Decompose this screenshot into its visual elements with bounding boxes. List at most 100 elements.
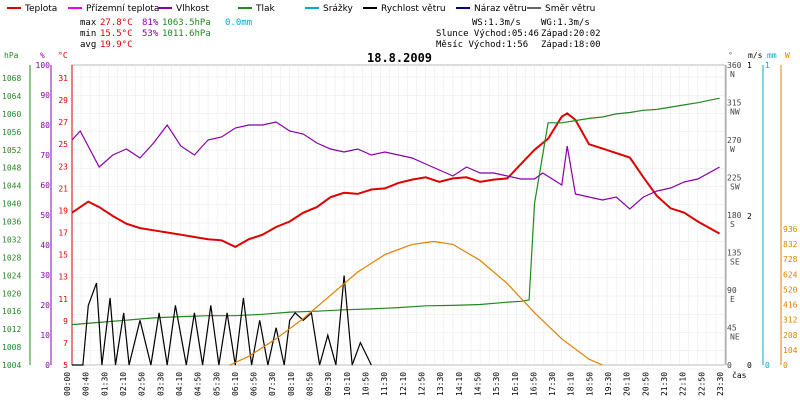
- dir-tick-label: SE: [730, 258, 740, 267]
- w-tick: 0: [783, 361, 788, 370]
- legend-label-1: Přízemní teplota: [86, 4, 159, 14]
- x-tick: 10:10: [343, 372, 352, 396]
- legend-label-3: Tlak: [255, 4, 276, 14]
- legend-label-5: Rychlost větru: [381, 4, 446, 14]
- x-tick: 16:10: [511, 372, 520, 396]
- x-tick: 01:30: [100, 372, 109, 396]
- dir-tick: 180: [727, 211, 742, 220]
- x-tick: 22:50: [697, 372, 706, 396]
- x-tick: 22:10: [679, 372, 688, 396]
- c-tick: 7: [63, 339, 68, 348]
- grid: [71, 65, 726, 370]
- ms-tick: 1: [747, 61, 752, 70]
- hpa-tick: 1060: [2, 110, 21, 119]
- x-tick: 16:50: [529, 372, 538, 396]
- legend-label-4: Srážky: [323, 4, 354, 14]
- ms-tick: 2: [747, 212, 752, 221]
- series-3-line: [72, 275, 372, 366]
- hpa-tick: 1024: [2, 271, 21, 280]
- c-tick: 15: [58, 251, 68, 260]
- mm-tick: 1: [765, 61, 770, 70]
- stat-min-press: 1011.6hPa: [162, 29, 211, 39]
- ms-tick: 0: [747, 361, 752, 370]
- c-tick: 27: [58, 118, 68, 127]
- series-layer: [71, 97, 721, 366]
- x-tick: 07:30: [268, 372, 277, 396]
- dir-tick: 270: [727, 136, 742, 145]
- dir-tick: 90: [727, 286, 737, 295]
- c-tick: 19: [58, 206, 68, 215]
- hpa-tick: 1048: [2, 164, 21, 173]
- dir-tick: 315: [727, 99, 742, 108]
- dir-tick-label: NW: [730, 108, 740, 117]
- dir-tick: 225: [727, 174, 742, 183]
- w-tick: 208: [783, 331, 798, 340]
- axis-hpa-label: hPa: [4, 51, 19, 60]
- hpa-tick: 1068: [2, 74, 21, 83]
- x-tick: 23:30: [716, 372, 725, 396]
- c-tick: 25: [58, 140, 68, 149]
- dir-tick-label: SW: [730, 183, 740, 192]
- axis-deg-label: °: [728, 51, 733, 60]
- x-tick: 03:30: [156, 372, 165, 396]
- dir-tick: 135: [727, 249, 742, 258]
- c-tick: 17: [58, 229, 68, 238]
- axis-c-label: °C: [58, 51, 68, 60]
- stat-moon: Měsíc Východ:1:56: [436, 40, 528, 50]
- x-tick: 11:30: [380, 372, 389, 396]
- hpa-tick: 1032: [2, 235, 21, 244]
- x-tick: 19:30: [604, 372, 613, 396]
- dir-tick-label: NE: [730, 333, 740, 342]
- stat-max-hum: 81%: [142, 18, 159, 28]
- hpa-tick: 1044: [2, 182, 21, 191]
- w-tick: 104: [783, 346, 798, 355]
- dir-tick: 0: [727, 361, 732, 370]
- x-tick: 15:30: [492, 372, 501, 396]
- hpa-tick: 1012: [2, 325, 21, 334]
- dir-tick: 45: [727, 324, 737, 333]
- x-tick: 08:10: [287, 372, 296, 396]
- axis-pct-label: %: [40, 51, 45, 60]
- pct-tick: 20: [40, 301, 50, 310]
- pct-tick: 60: [40, 181, 50, 190]
- stat-min-temp: 15.5°C: [100, 29, 133, 39]
- pct-tick: 100: [36, 61, 51, 70]
- hpa-tick: 1020: [2, 289, 21, 298]
- stat-sun: Slunce Východ:05:46: [436, 29, 539, 39]
- stat-max-label: max: [80, 18, 97, 28]
- stat-max-press: 1063.5hPa: [162, 18, 211, 28]
- pct-tick: 80: [40, 121, 50, 130]
- dir-tick-label: N: [730, 70, 735, 79]
- x-tick: 14:10: [455, 372, 464, 396]
- c-tick: 11: [58, 295, 68, 304]
- c-tick: 29: [58, 96, 68, 105]
- dir-tick-label: W: [730, 145, 735, 154]
- chart-title: 18.8.2009: [367, 51, 432, 65]
- dir-tick: 360: [727, 61, 742, 70]
- dir-tick-label: S: [730, 220, 735, 229]
- x-tick: 00:40: [82, 372, 91, 396]
- axis-x-label: čas: [732, 370, 747, 380]
- x-tick: 08:50: [306, 372, 315, 396]
- hpa-tick: 1036: [2, 218, 21, 227]
- w-tick: 416: [783, 301, 798, 310]
- pct-tick: 30: [40, 271, 50, 280]
- axis-w-label: W: [785, 51, 790, 60]
- x-tick: 18:50: [585, 372, 594, 396]
- stat-min-label: min: [80, 29, 96, 39]
- x-tick: 06:50: [250, 372, 259, 396]
- w-tick: 728: [783, 255, 798, 264]
- stat-sunset: Západ:20:02: [541, 29, 601, 39]
- dir-tick-label: E: [730, 295, 735, 304]
- series-1-line: [71, 121, 720, 210]
- c-tick: 21: [58, 184, 68, 193]
- hpa-tick: 1028: [2, 253, 21, 262]
- hpa-tick: 1052: [2, 146, 21, 155]
- stats-panel: max 27.8°C 81% 1063.5hPa 0.0mm min 15.5°…: [80, 18, 601, 50]
- axes: hPa% °C ° m/s mm W106810641060105610521048104…: [2, 51, 798, 396]
- series-4-line: [229, 240, 603, 366]
- legend-label-6: Náraz větru: [474, 4, 527, 14]
- mm-tick: 0: [765, 361, 770, 370]
- pct-tick: 70: [40, 151, 50, 160]
